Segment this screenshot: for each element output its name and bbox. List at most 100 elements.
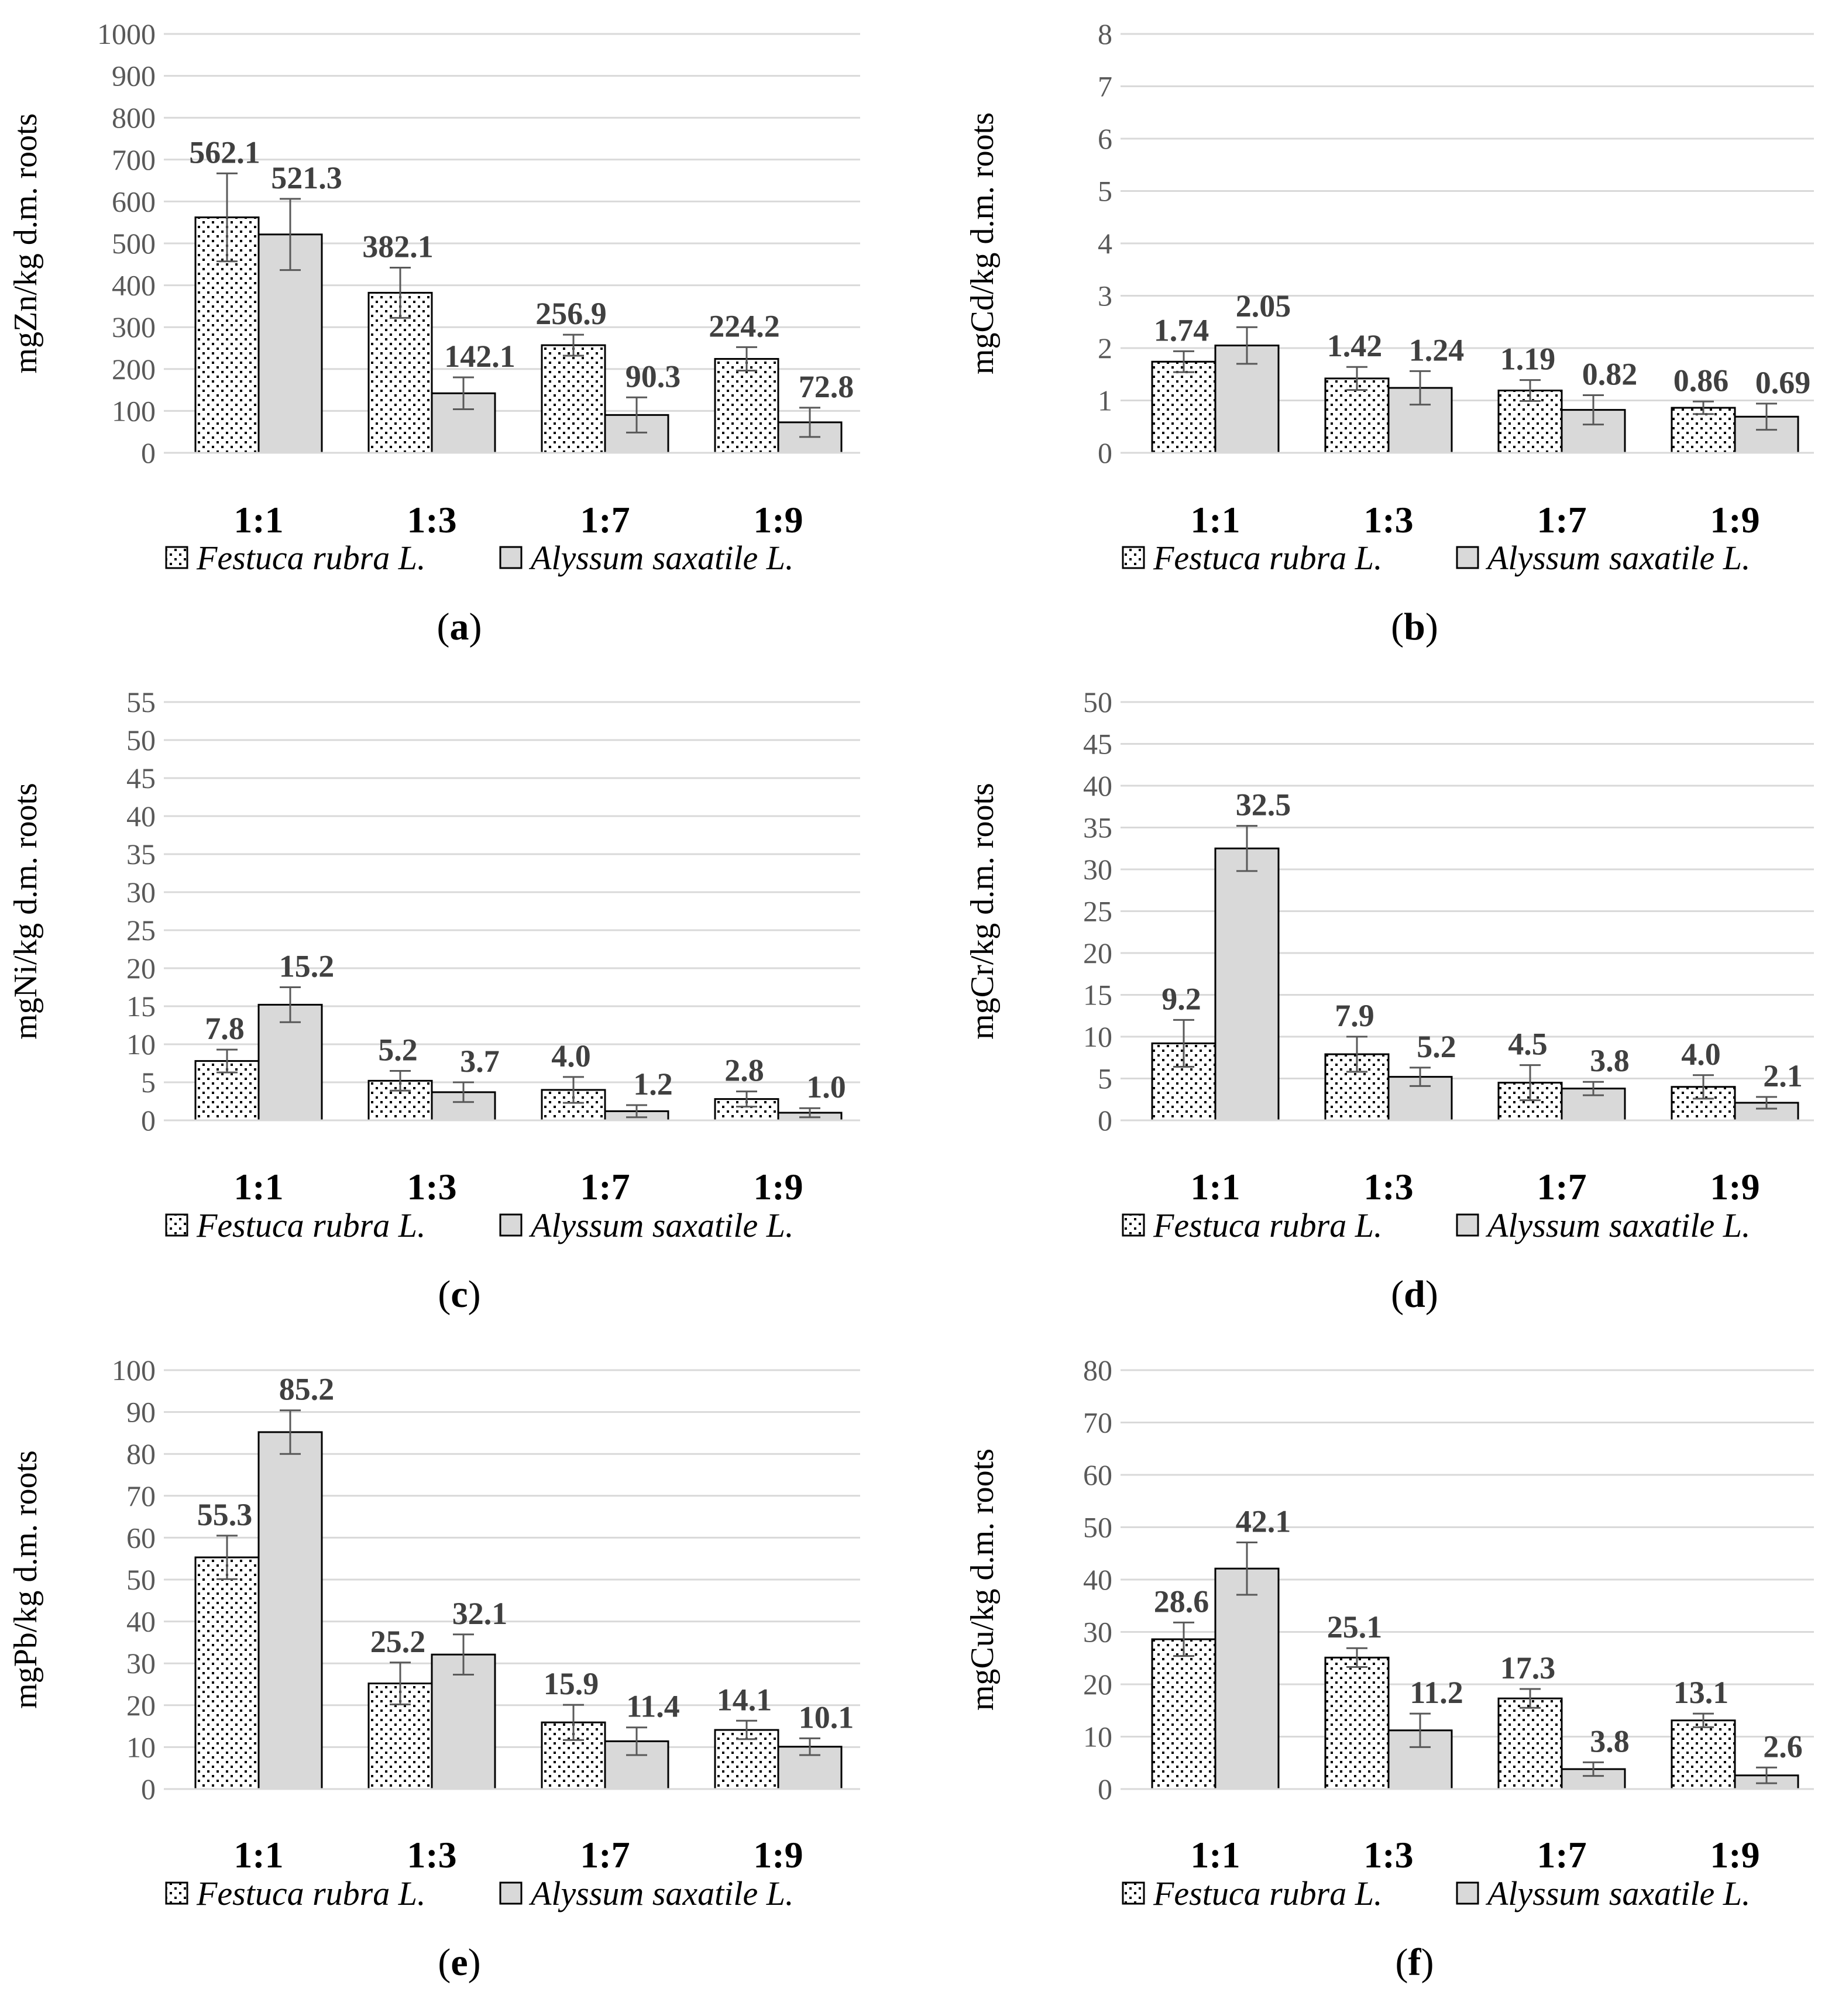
data-label: 224.2: [709, 308, 780, 343]
data-label: 0.82: [1582, 357, 1638, 392]
data-label: 11.4: [626, 1689, 680, 1724]
x-category-label: 1:7: [1537, 1834, 1586, 1876]
y-tick-label: 20: [1083, 937, 1112, 969]
data-label: 1.74: [1154, 312, 1209, 348]
y-tick-label: 50: [126, 724, 156, 756]
y-tick-label: 600: [112, 185, 156, 218]
y-tick-label: 0: [1098, 1773, 1112, 1805]
y-tick-label: 30: [1083, 1616, 1112, 1649]
data-label: 90.3: [626, 359, 681, 394]
x-category-label: 1:1: [233, 499, 283, 541]
y-tick-label: 25: [1083, 895, 1112, 928]
y-tick-label: 70: [126, 1480, 156, 1512]
data-label: 55.3: [197, 1497, 253, 1532]
y-tick-label: 20: [1083, 1668, 1112, 1701]
data-label: 10.1: [799, 1700, 854, 1735]
chart-panel-f: 0 10 20 30 40 50 60 70 80 mgCu/kg d.m. roots 28.6 4…: [964, 1354, 1814, 1984]
legend-label-festuca: Festuca rubra L.: [1153, 1874, 1383, 1912]
y-tick-label: 100: [112, 1354, 156, 1387]
y-tick-label: 2: [1098, 332, 1112, 364]
x-category-label: 1:1: [1190, 499, 1240, 541]
x-category-label: 1:7: [580, 1166, 630, 1207]
y-tick-label: 200: [112, 353, 156, 386]
y-tick-label: 45: [1083, 728, 1112, 761]
data-label: 562.1: [189, 135, 260, 170]
y-tick-label: 50: [126, 1563, 156, 1596]
data-label: 142.1: [444, 339, 516, 374]
legend-label-alyssum: Alyssum saxatile L.: [1485, 539, 1750, 577]
data-label: 9.2: [1161, 981, 1201, 1016]
data-label: 5.2: [378, 1033, 418, 1068]
y-tick-label: 30: [126, 1647, 156, 1680]
y-tick-label: 5: [1098, 175, 1112, 208]
panel-tag: (e): [438, 1941, 480, 1984]
legend-swatch-festuca: [165, 1213, 188, 1237]
legend: Festuca rubra L. Alyssum saxatile L.: [165, 539, 793, 577]
legend-swatch-festuca: [1122, 1213, 1145, 1237]
legend-swatch-festuca: [165, 1881, 188, 1905]
x-category-label: 1:3: [1363, 1166, 1413, 1207]
legend-swatch-alyssum: [1456, 546, 1479, 569]
data-label: 2.6: [1763, 1729, 1803, 1764]
legend-swatch-alyssum: [499, 1881, 523, 1905]
y-axis-label: mgZn/kg d.m. roots: [8, 113, 44, 374]
y-tick-label: 900: [112, 60, 156, 92]
panel-tag: (f): [1396, 1941, 1434, 1984]
x-category-label: 1:7: [580, 499, 630, 541]
x-category-label: 1:1: [1190, 1166, 1240, 1207]
x-category-label: 1:9: [753, 499, 803, 541]
bar-alyssum: [431, 392, 496, 454]
y-tick-label: 0: [141, 436, 156, 469]
y-tick-label: 30: [1083, 853, 1112, 886]
y-tick-label: 10: [1083, 1020, 1112, 1053]
y-tick-label: 70: [1083, 1406, 1112, 1439]
y-tick-label: 5: [141, 1066, 156, 1099]
bar-festuca: [194, 1556, 260, 1790]
y-tick-label: 50: [1083, 686, 1112, 718]
y-tick-label: 7: [1098, 70, 1112, 103]
x-category-label: 1:3: [1363, 1834, 1413, 1876]
y-tick-label: 55: [126, 686, 156, 718]
y-tick-label: 20: [126, 952, 156, 985]
y-tick-label: 20: [126, 1689, 156, 1722]
data-label: 256.9: [535, 296, 607, 331]
bar-festuca: [1324, 1656, 1390, 1790]
data-label: 1.2: [633, 1067, 673, 1102]
x-category-label: 1:9: [1710, 1166, 1759, 1207]
legend-label-festuca: Festuca rubra L.: [196, 539, 426, 577]
x-category-label: 1:9: [1710, 499, 1759, 541]
legend-swatch-alyssum: [499, 1213, 523, 1237]
x-category-label: 1:1: [1190, 1834, 1240, 1876]
panel-tag: (c): [438, 1273, 480, 1316]
bar-festuca: [1151, 1638, 1216, 1790]
data-label: 1.42: [1327, 328, 1383, 363]
y-tick-label: 30: [126, 876, 156, 909]
y-tick-label: 60: [1083, 1458, 1112, 1491]
y-tick-label: 35: [126, 838, 156, 871]
y-tick-label: 40: [126, 1605, 156, 1638]
y-tick-label: 50: [1083, 1511, 1112, 1544]
data-label: 25.2: [370, 1624, 426, 1659]
data-label: 0.86: [1673, 363, 1729, 398]
data-label: 1.24: [1409, 332, 1465, 367]
x-category-label: 1:7: [580, 1834, 630, 1876]
data-label: 15.2: [279, 949, 335, 984]
legend-label-festuca: Festuca rubra L.: [196, 1874, 426, 1912]
data-label: 7.9: [1335, 998, 1374, 1033]
bar-alyssum: [1214, 847, 1280, 1121]
data-label: 28.6: [1154, 1584, 1209, 1619]
y-axis-label: mgCr/kg d.m. roots: [964, 783, 1001, 1040]
y-tick-label: 10: [1083, 1721, 1112, 1753]
data-label: 7.8: [205, 1011, 245, 1046]
y-tick-label: 5: [1098, 1062, 1112, 1095]
legend-swatch-alyssum: [499, 546, 523, 569]
y-tick-label: 0: [141, 1773, 156, 1805]
legend-label-festuca: Festuca rubra L.: [1153, 539, 1383, 577]
data-label: 0.69: [1755, 365, 1811, 400]
y-tick-label: 10: [126, 1028, 156, 1061]
bar-festuca: [367, 291, 433, 454]
y-tick-label: 0: [1098, 1104, 1112, 1137]
bar-festuca: [1151, 360, 1216, 454]
y-tick-label: 25: [126, 914, 156, 947]
